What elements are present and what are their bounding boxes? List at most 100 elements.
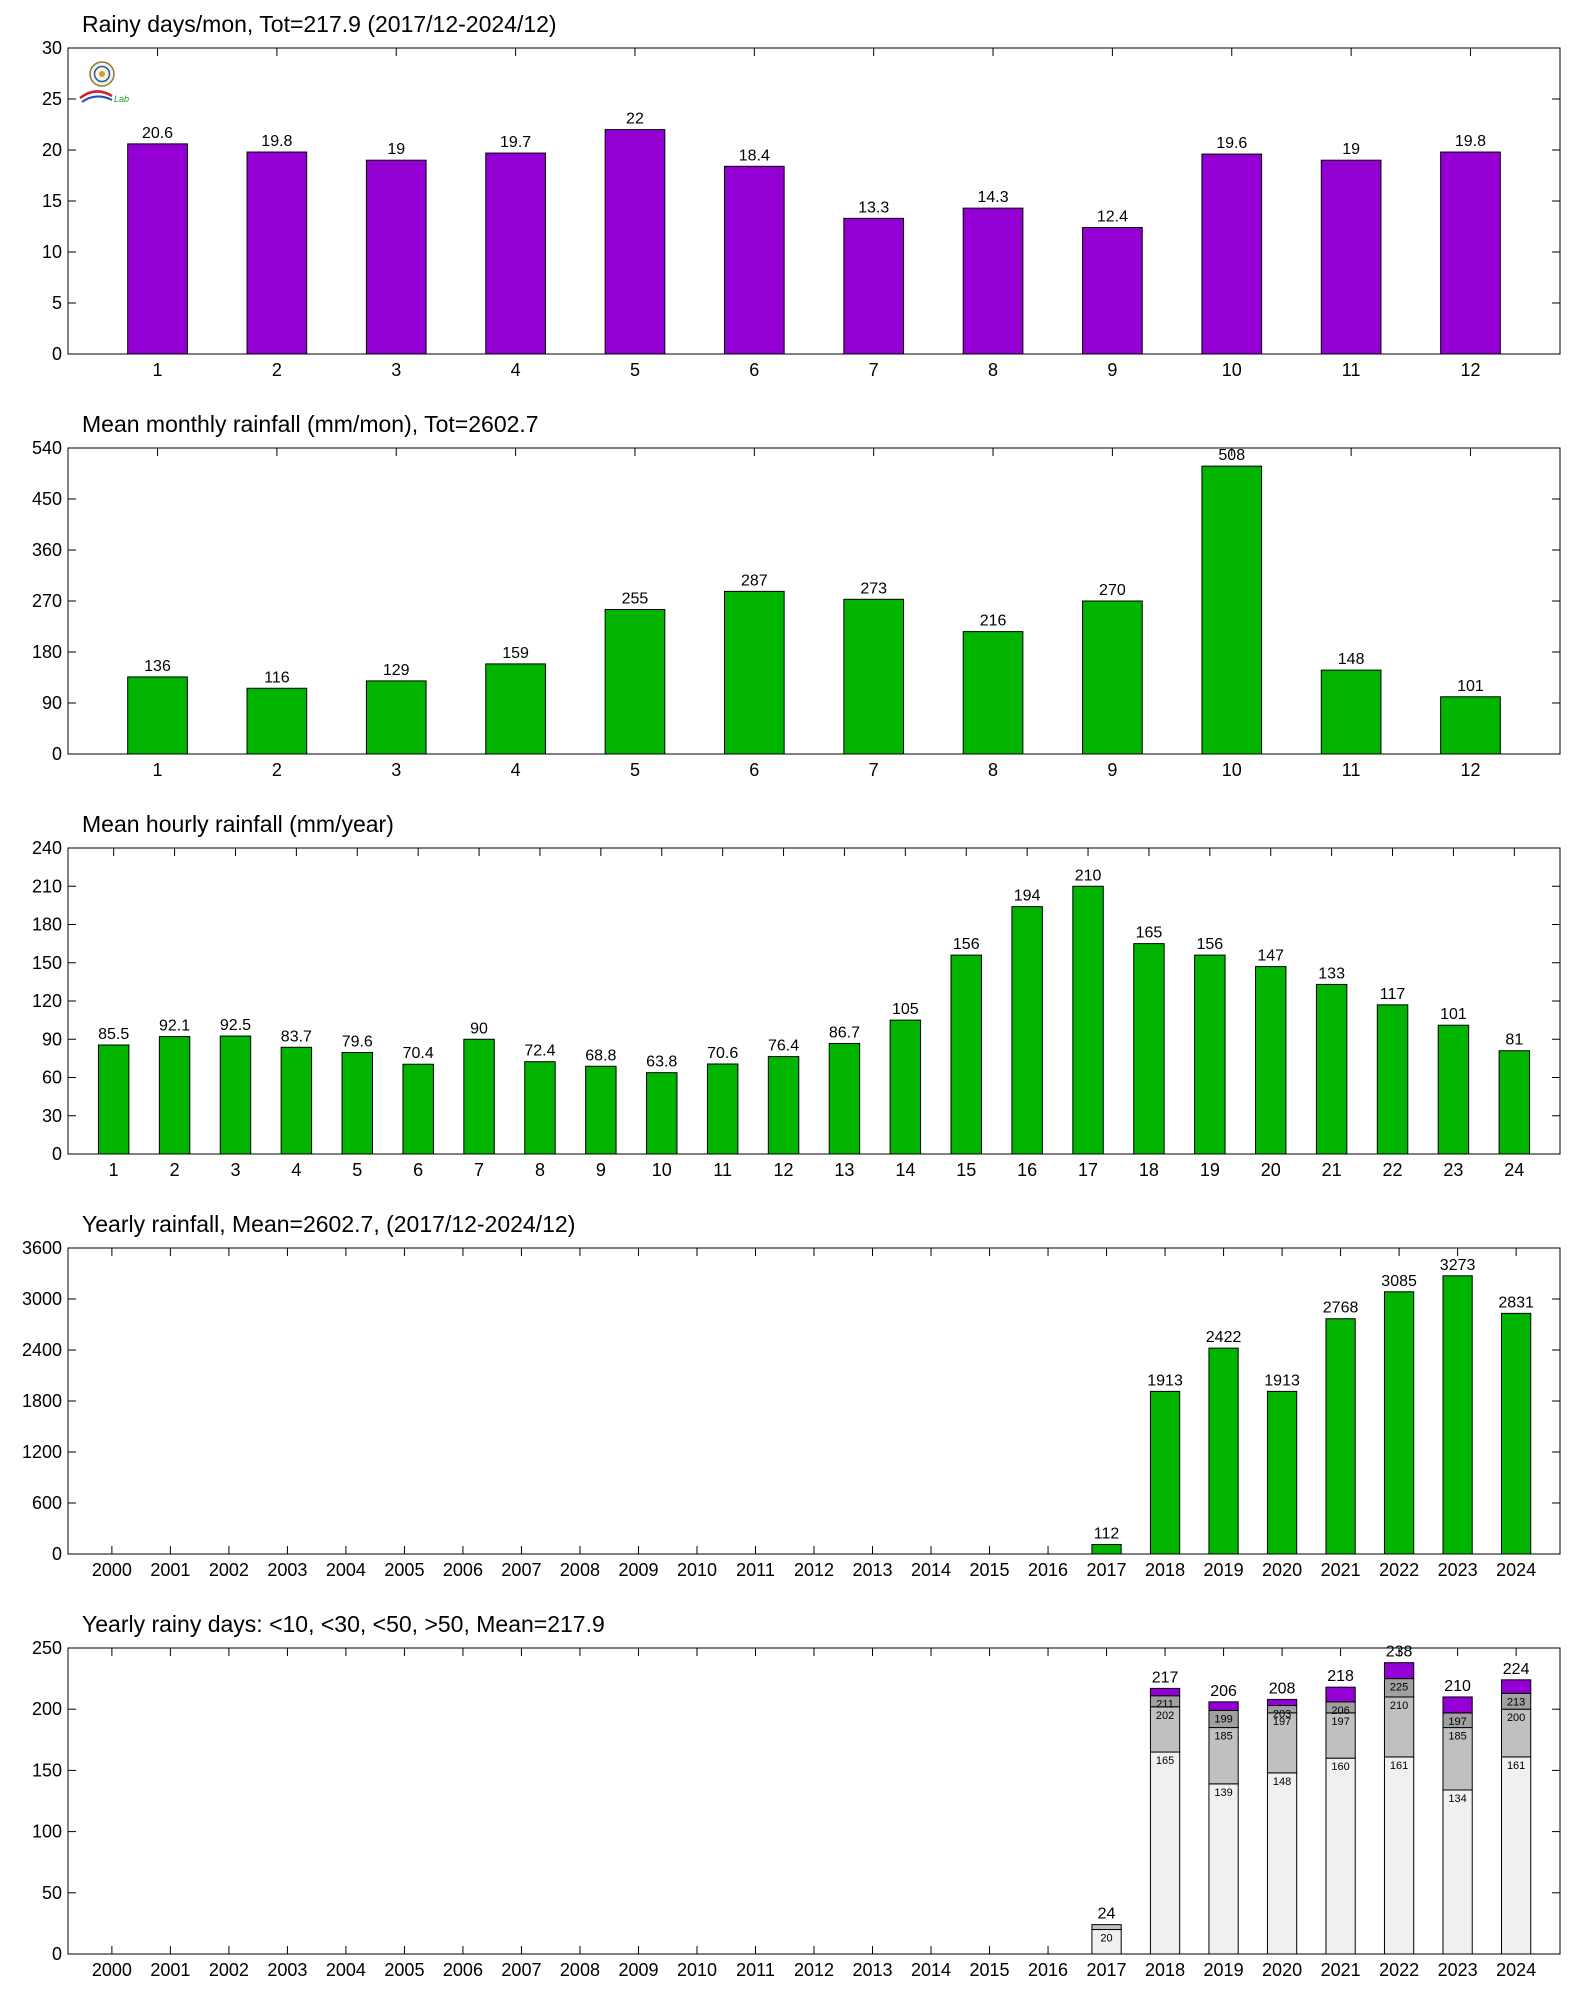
- x-tick-label: 2004: [326, 1560, 366, 1580]
- bar-2: [246, 687, 308, 755]
- x-tick-label: 10: [1222, 760, 1242, 780]
- y-tick-label: 0: [52, 744, 62, 764]
- x-tick-label: 11: [1342, 360, 1361, 380]
- x-tick-label: 1: [109, 1160, 119, 1180]
- y-tick-label: 90: [42, 1029, 62, 1049]
- x-tick-label: 2006: [443, 1960, 483, 1980]
- bar-value-label: 70.6: [707, 1045, 738, 1062]
- bar-23: [1437, 1024, 1470, 1155]
- x-tick-label: 2015: [970, 1960, 1010, 1980]
- segment-value-label: 225: [1390, 1682, 1408, 1694]
- bar-value-label: 255: [622, 591, 649, 608]
- bar-14: [889, 1019, 922, 1155]
- x-tick-label: 3: [391, 760, 401, 780]
- y-tick-label: 0: [52, 1144, 62, 1164]
- x-tick-label: 7: [474, 1160, 484, 1180]
- bar-4: [485, 663, 546, 755]
- segment-value-label: 134: [1448, 1793, 1466, 1805]
- bar-value-label: 92.5: [220, 1017, 251, 1034]
- chart-title: Rainy days/mon, Tot=217.9 (2017/12-2024/…: [82, 11, 557, 37]
- x-tick-label: 17: [1078, 1160, 1098, 1180]
- segment-value-label: 20: [1100, 1933, 1112, 1945]
- y-tick-label: 50: [42, 1883, 62, 1903]
- y-tick-label: 180: [32, 642, 62, 662]
- chart-mean-hourly-rainfall: Mean hourly rainfall (mm/year)0306090120…: [32, 811, 1561, 1180]
- x-tick-label: 9: [596, 1160, 606, 1180]
- station-logo: Lab: [78, 58, 142, 106]
- y-tick-label: 1800: [22, 1391, 62, 1411]
- bar-3: [365, 680, 427, 755]
- bar-value-label: 20.6: [142, 125, 173, 142]
- y-tick-label: 30: [42, 38, 62, 58]
- y-tick-label: 100: [32, 1822, 62, 1842]
- bar-6: [402, 1063, 434, 1155]
- bar-value-label: 3273: [1440, 1257, 1476, 1274]
- x-tick-label: 19: [1200, 1160, 1220, 1180]
- x-tick-label: 4: [511, 760, 521, 780]
- x-tick-label: 2018: [1145, 1960, 1185, 1980]
- y-tick-label: 120: [32, 991, 62, 1011]
- bar-1: [127, 676, 188, 755]
- bar-4: [280, 1046, 313, 1155]
- segment-value-label: 210: [1390, 1700, 1408, 1712]
- bar-value-label: 83.7: [281, 1028, 312, 1045]
- segment-value-label: 185: [1448, 1731, 1466, 1743]
- stack-total-label: 210: [1444, 1678, 1471, 1695]
- bar-value-label: 2422: [1206, 1329, 1242, 1346]
- segment-value-label: 202: [1156, 1710, 1174, 1722]
- bar-value-label: 13.3: [858, 199, 889, 216]
- bar-value-label: 70.4: [403, 1045, 434, 1062]
- segment-value-label: 161: [1390, 1760, 1408, 1772]
- chart-yearly-rainfall: Yearly rainfall, Mean=2602.7, (2017/12-2…: [22, 1211, 1561, 1580]
- x-tick-label: 9: [1107, 360, 1117, 380]
- bar-value-label: 90: [470, 1020, 488, 1037]
- bar-19: [1194, 954, 1226, 1155]
- x-tick-label: 2007: [501, 1960, 541, 1980]
- x-tick-label: 2010: [677, 1960, 717, 1980]
- bar-9: [585, 1065, 617, 1155]
- stack-segment-2023-3: [1442, 1696, 1473, 1714]
- bar-value-label: 14.3: [977, 189, 1008, 206]
- x-tick-label: 1: [153, 760, 163, 780]
- x-tick-label: 12: [774, 1160, 794, 1180]
- bar-value-label: 147: [1257, 948, 1284, 965]
- chart-title: Yearly rainy days: <10, <30, <50, >50, M…: [82, 1611, 605, 1637]
- x-tick-label: 2017: [1087, 1960, 1127, 1980]
- x-tick-label: 2023: [1438, 1960, 1478, 1980]
- x-tick-label: 2006: [443, 1560, 483, 1580]
- stack-segment-2017-0: [1091, 1929, 1122, 1955]
- chart-yearly-rainy-days: Yearly rainy days: <10, <30, <50, >50, M…: [32, 1611, 1561, 1980]
- bar-2023: [1442, 1275, 1473, 1555]
- stack-segment-2024-1: [1500, 1708, 1532, 1758]
- bar-2020: [1266, 1390, 1298, 1555]
- bar-value-label: 19: [1342, 141, 1360, 158]
- x-tick-label: 2017: [1087, 1560, 1127, 1580]
- bar-value-label: 101: [1457, 678, 1484, 695]
- bar-7: [843, 217, 905, 355]
- y-tick-label: 5: [52, 293, 62, 313]
- bar-value-label: 19: [387, 141, 405, 158]
- bar-9: [1082, 227, 1143, 355]
- segment-value-label: 148: [1273, 1776, 1291, 1788]
- x-tick-label: 2004: [326, 1960, 366, 1980]
- bar-11: [1320, 159, 1382, 355]
- bar-value-label: 76.4: [768, 1038, 799, 1055]
- bar-value-label: 3085: [1381, 1273, 1417, 1290]
- bar-value-label: 92.1: [159, 1018, 190, 1035]
- x-tick-label: 13: [834, 1160, 854, 1180]
- x-tick-label: 11: [1342, 760, 1361, 780]
- stack-segment-2023-0: [1442, 1789, 1473, 1955]
- x-tick-label: 2013: [852, 1560, 892, 1580]
- stack-segment-2019-3: [1208, 1701, 1239, 1711]
- stack-segment-2022-3: [1383, 1662, 1415, 1680]
- x-tick-label: 2001: [150, 1960, 190, 1980]
- y-tick-label: 540: [32, 438, 62, 458]
- x-tick-label: 4: [511, 360, 521, 380]
- bar-22: [1376, 1004, 1409, 1155]
- bar-value-label: 72.4: [524, 1043, 555, 1060]
- x-tick-label: 8: [988, 760, 998, 780]
- x-tick-label: 5: [630, 760, 640, 780]
- y-tick-label: 10: [42, 242, 62, 262]
- bar-value-label: 287: [741, 572, 768, 589]
- segment-value-label: 160: [1331, 1761, 1349, 1773]
